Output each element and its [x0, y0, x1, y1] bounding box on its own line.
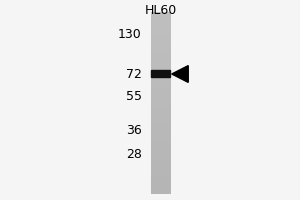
Text: 36: 36	[126, 124, 142, 138]
Polygon shape	[172, 66, 188, 82]
Text: 55: 55	[126, 90, 142, 104]
Bar	[151, 70, 170, 77]
Text: 130: 130	[118, 28, 142, 42]
Text: HL60: HL60	[144, 4, 177, 18]
Text: 28: 28	[126, 148, 142, 162]
Text: 72: 72	[126, 68, 142, 80]
